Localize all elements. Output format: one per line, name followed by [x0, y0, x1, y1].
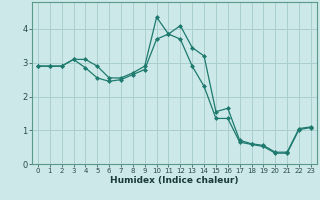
X-axis label: Humidex (Indice chaleur): Humidex (Indice chaleur) [110, 176, 239, 185]
